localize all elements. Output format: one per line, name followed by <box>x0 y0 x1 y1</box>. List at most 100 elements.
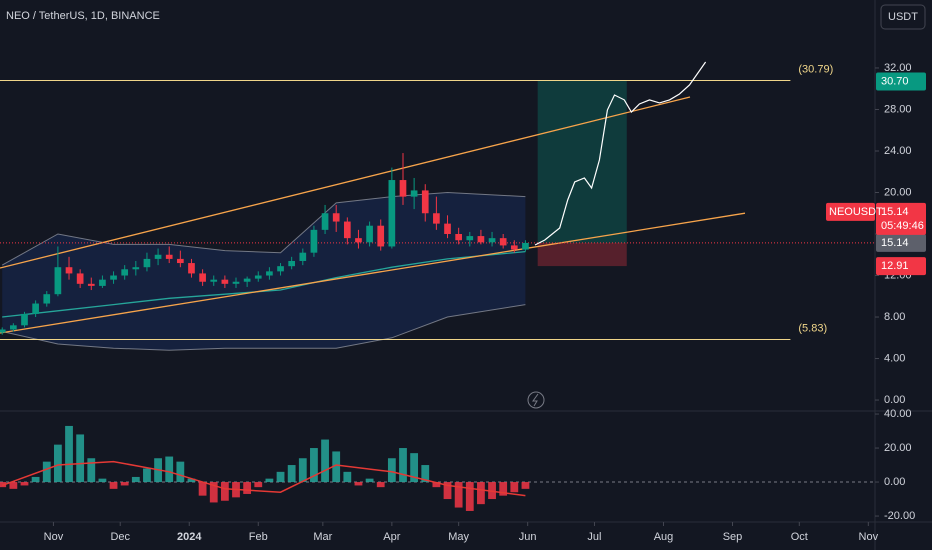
crosshair-badge-text: 15.14 <box>881 237 909 249</box>
histogram-bar <box>176 461 185 483</box>
projection-path <box>534 61 707 246</box>
histogram-bar <box>443 482 452 500</box>
stop-badge-text: 12.91 <box>881 260 909 272</box>
target-badge-text: 30.70 <box>881 75 909 87</box>
histogram-bar <box>499 482 508 496</box>
histogram-bar <box>76 434 85 483</box>
candle-body <box>343 221 351 239</box>
histogram-bar <box>421 465 430 483</box>
candle-body <box>288 260 296 267</box>
histogram-bar <box>187 478 196 483</box>
band-lower <box>2 304 526 351</box>
candle-body <box>377 225 385 247</box>
histogram-bar <box>109 482 118 489</box>
x-tick-label: Mar <box>313 531 332 543</box>
last-price-badge <box>876 202 926 235</box>
histogram-bar <box>354 482 363 486</box>
candle-body <box>321 213 329 230</box>
candle-body <box>299 252 307 261</box>
histogram-bar <box>198 482 207 496</box>
replay-icon[interactable] <box>527 391 545 409</box>
histogram-bar <box>343 471 352 483</box>
candle-body <box>32 303 39 314</box>
crosshair-badge <box>876 233 926 252</box>
histogram-bar <box>87 458 96 483</box>
histogram-bar <box>387 458 396 483</box>
stop-badge <box>876 257 926 276</box>
candle-body <box>177 258 184 264</box>
symbol-label: NEOUSDT <box>829 206 883 218</box>
candle-body <box>243 278 251 282</box>
candle-body <box>254 275 262 279</box>
histogram-bar <box>454 482 463 508</box>
candle-body <box>65 267 73 274</box>
y-tick-label: 24.00 <box>884 145 912 157</box>
candle-body <box>433 213 440 224</box>
y-tick-label: 0.00 <box>884 394 905 406</box>
x-tick-label: Nov <box>44 531 64 543</box>
x-tick-label: Jun <box>519 531 537 543</box>
histogram-bar <box>209 482 218 503</box>
trendline <box>0 96 691 269</box>
histogram-bar <box>243 482 252 494</box>
histogram-bar <box>31 476 40 483</box>
candle-body <box>21 313 28 326</box>
last-price: 15.14 <box>881 206 909 218</box>
candle-body <box>277 266 284 272</box>
histogram-bar <box>265 478 274 483</box>
histogram-bar <box>298 458 307 483</box>
x-tick-label: Apr <box>383 531 400 543</box>
x-tick-label: Jul <box>587 531 601 543</box>
histogram-bar <box>131 476 140 483</box>
target-badge <box>876 72 926 91</box>
histogram-bar <box>42 461 51 483</box>
candle-body <box>522 242 529 250</box>
histogram-bar <box>143 468 151 483</box>
band-upper <box>1 191 526 266</box>
candle-body <box>455 234 462 241</box>
currency[interactable]: USDT <box>888 11 918 23</box>
x-tick-label: Oct <box>791 531 808 543</box>
x-tick-label: Sep <box>723 531 743 543</box>
osc-y-tick-label: 0.00 <box>884 476 905 488</box>
candle-body <box>110 275 117 280</box>
candle-body <box>310 229 318 253</box>
x-tick-label: May <box>448 531 469 543</box>
candle-body <box>210 279 218 282</box>
candle-body <box>421 190 429 214</box>
profit-zone <box>537 80 627 243</box>
y-tick-label: 4.00 <box>884 352 905 364</box>
histogram-bar <box>477 482 485 505</box>
candle-body <box>355 238 362 243</box>
histogram-bar <box>510 482 519 493</box>
candle-body <box>332 213 340 222</box>
candle-body <box>165 254 173 259</box>
histogram-bar <box>432 482 441 488</box>
candle-body <box>221 279 229 284</box>
osc-y-tick-label: -20.00 <box>884 510 915 522</box>
candle-body <box>388 180 396 247</box>
candle-body <box>0 329 6 333</box>
candle-body <box>366 225 373 243</box>
histogram-bar <box>410 453 419 483</box>
candle-body <box>477 236 485 243</box>
candle-body <box>499 238 507 246</box>
level-label: (5.83) <box>798 322 827 334</box>
histogram-bar <box>465 482 474 511</box>
currency-button[interactable] <box>880 4 926 30</box>
histogram-bar <box>220 482 229 501</box>
histogram-bar <box>9 482 18 489</box>
histogram-bar <box>399 448 407 483</box>
signal-line <box>1 460 526 497</box>
candle-body <box>199 273 206 282</box>
histogram-bar <box>321 439 329 483</box>
y-tick-label: 20.00 <box>884 186 912 198</box>
histogram-bar <box>254 482 263 488</box>
osc-y-tick-label: 20.00 <box>884 442 912 454</box>
level-label: (30.79) <box>798 63 833 75</box>
histogram-bar <box>365 478 374 483</box>
symbol-badge <box>826 202 875 221</box>
y-tick-label: 32.00 <box>884 62 912 74</box>
x-tick-label: 2024 <box>177 531 202 543</box>
